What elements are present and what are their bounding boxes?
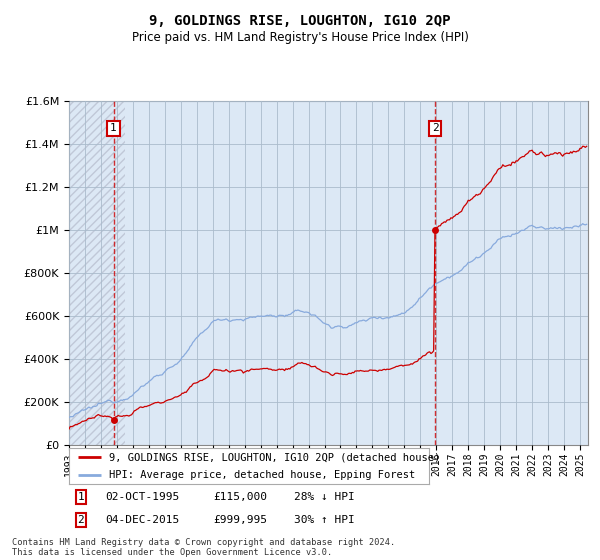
Text: 30% ↑ HPI: 30% ↑ HPI: [294, 515, 355, 525]
Text: 9, GOLDINGS RISE, LOUGHTON, IG10 2QP (detached house): 9, GOLDINGS RISE, LOUGHTON, IG10 2QP (de…: [109, 452, 440, 462]
Text: 1: 1: [110, 123, 117, 133]
Text: £115,000: £115,000: [213, 492, 267, 502]
Text: £999,995: £999,995: [213, 515, 267, 525]
Text: 9, GOLDINGS RISE, LOUGHTON, IG10 2QP: 9, GOLDINGS RISE, LOUGHTON, IG10 2QP: [149, 14, 451, 28]
Text: 02-OCT-1995: 02-OCT-1995: [105, 492, 179, 502]
Text: 1: 1: [77, 492, 85, 502]
Text: HPI: Average price, detached house, Epping Forest: HPI: Average price, detached house, Eppi…: [109, 470, 415, 480]
Text: 2: 2: [77, 515, 85, 525]
Text: 04-DEC-2015: 04-DEC-2015: [105, 515, 179, 525]
Text: Contains HM Land Registry data © Crown copyright and database right 2024.
This d: Contains HM Land Registry data © Crown c…: [12, 538, 395, 557]
Text: 28% ↓ HPI: 28% ↓ HPI: [294, 492, 355, 502]
Text: Price paid vs. HM Land Registry's House Price Index (HPI): Price paid vs. HM Land Registry's House …: [131, 31, 469, 44]
Text: 2: 2: [431, 123, 439, 133]
